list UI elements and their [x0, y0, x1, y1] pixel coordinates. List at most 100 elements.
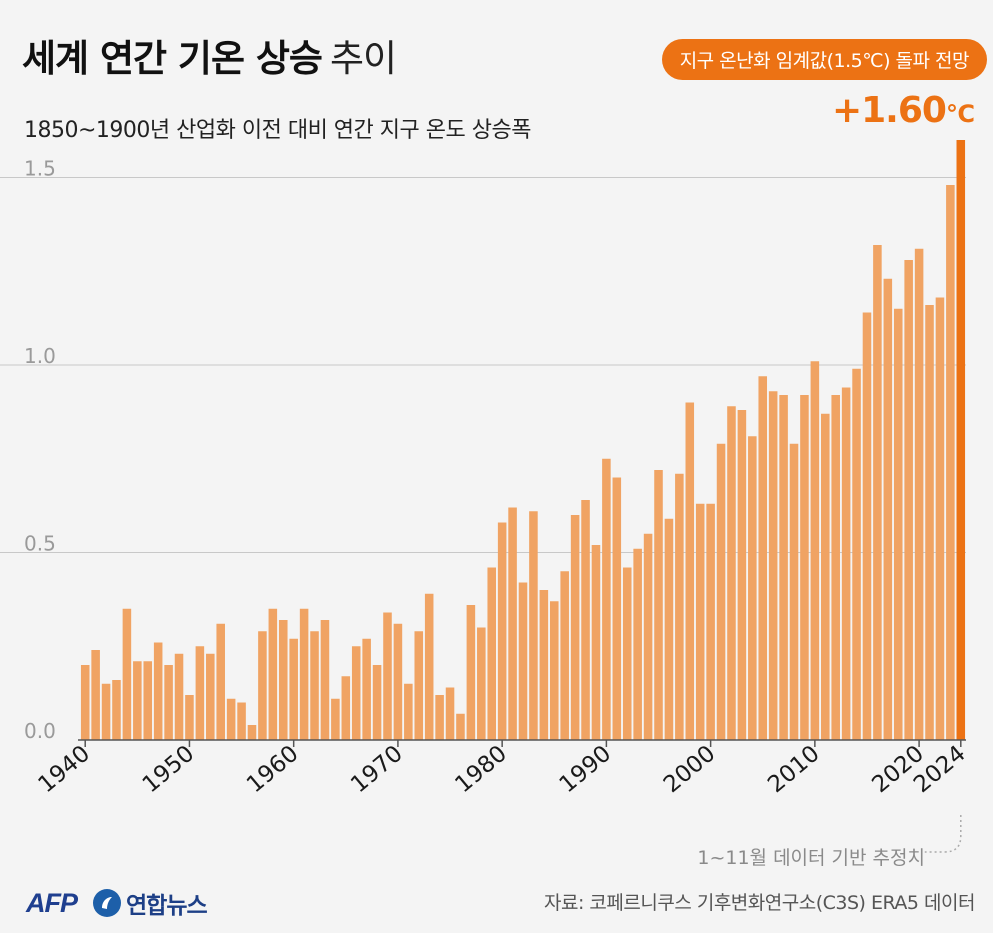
- bar-1977: [466, 605, 476, 740]
- bar-1951: [195, 646, 205, 740]
- bar-2000: [706, 503, 715, 740]
- y-tick-label: 1.0: [24, 344, 56, 368]
- x-tick-label: 1950: [138, 741, 200, 799]
- bar-2006: [768, 391, 778, 740]
- bar-1978: [477, 627, 486, 740]
- bar-1990: [602, 458, 611, 740]
- bar-1957: [258, 631, 267, 740]
- x-tick-label: 2000: [659, 741, 721, 799]
- bar-1963: [320, 620, 330, 740]
- bar-1983: [529, 511, 538, 740]
- bar-1970: [393, 623, 403, 740]
- bar-1962: [310, 631, 319, 740]
- bar-chart: 0.0 0.5 1.0 1.5 1940 1950 1960 1970 1980 1990 2000…: [0, 140, 971, 853]
- bar-1954: [226, 698, 236, 740]
- bar-2007: [779, 395, 788, 740]
- footer-logos: AFP 연합뉴스: [26, 886, 208, 920]
- bar-1940: [80, 665, 90, 740]
- bar-1997: [675, 473, 684, 740]
- bar-1950: [185, 695, 194, 740]
- bar-2015: [862, 312, 872, 740]
- bar-1976: [456, 713, 465, 740]
- bar-1987: [570, 515, 580, 740]
- bar-2001: [716, 443, 726, 740]
- bar-1995: [654, 470, 663, 740]
- bar-1941: [91, 650, 100, 740]
- bar-2010: [810, 361, 820, 740]
- x-tick-label: 2010: [763, 741, 825, 799]
- bar-1994: [643, 533, 653, 740]
- bar-1949: [174, 653, 184, 740]
- bar-1993: [633, 548, 642, 740]
- bar-1980: [497, 522, 507, 740]
- y-tick-label: 0.0: [24, 719, 56, 743]
- bar-2014: [852, 368, 861, 740]
- bar-1992: [622, 567, 632, 740]
- yonhap-logo: 연합뉴스: [93, 886, 208, 920]
- bar-1971: [404, 683, 413, 740]
- bar-1946: [143, 661, 153, 740]
- bar-2008: [789, 443, 799, 740]
- bar-2011: [821, 413, 830, 740]
- bar-1945: [133, 661, 142, 740]
- bar-1996: [664, 518, 674, 740]
- x-tick-label: 1990: [555, 741, 617, 799]
- bar-2022: [935, 297, 945, 740]
- bar-1967: [362, 638, 371, 740]
- yonhap-logo-text: 연합뉴스: [126, 893, 208, 919]
- bar-1944: [122, 608, 132, 740]
- threshold-badge: 지구 온난화 임계값(1.5℃) 돌파 전망: [661, 39, 987, 80]
- bar-1999: [695, 503, 705, 740]
- bar-1991: [612, 477, 622, 740]
- y-tick-label: 1.5: [24, 157, 56, 181]
- bar-1988: [581, 500, 590, 740]
- bar-2002: [727, 406, 736, 740]
- bar-1989: [591, 545, 601, 740]
- y-tick-label: 0.5: [24, 532, 56, 556]
- bar-1984: [539, 590, 549, 740]
- bar-2019: [904, 260, 913, 740]
- yonhap-logo-icon: [93, 889, 121, 917]
- bar-2013: [841, 387, 851, 740]
- bar-2016: [873, 245, 882, 740]
- bar-2012: [831, 395, 840, 740]
- highlight-number: +1.60: [831, 90, 947, 131]
- estimate-note: 1~11월 데이터 기반 추정치: [697, 847, 925, 869]
- bar-1956: [247, 725, 257, 740]
- bar-2023: [946, 185, 955, 740]
- bar-1975: [445, 687, 455, 740]
- bar-1952: [206, 653, 215, 740]
- bar-1966: [351, 646, 361, 740]
- bar-1986: [560, 571, 569, 740]
- bar-1953: [216, 623, 225, 740]
- bar-1969: [383, 612, 392, 740]
- data-source: 자료: 코페르니쿠스 기후변화연구소(C3S) ERA5 데이터: [544, 892, 975, 914]
- bar-1982: [518, 582, 528, 740]
- title-main: 세계 연간 기온 상승: [22, 37, 323, 80]
- bar-1943: [112, 680, 121, 740]
- bar-1955: [237, 702, 246, 740]
- bar-1947: [153, 642, 163, 740]
- bar-2020: [914, 248, 924, 740]
- afp-logo: AFP: [26, 887, 78, 918]
- x-tick-label: 1960: [242, 741, 304, 799]
- note-leader-line: [924, 815, 962, 853]
- x-tick-label: 1970: [346, 741, 408, 799]
- highlight-unit: ℃: [945, 100, 975, 128]
- bar-1972: [414, 631, 424, 740]
- bar-1979: [487, 567, 497, 740]
- bar-1961: [299, 608, 309, 740]
- bar-2009: [800, 395, 809, 740]
- bar-1981: [508, 507, 517, 740]
- bar-1960: [289, 638, 298, 740]
- x-tick-label: 1980: [450, 741, 512, 799]
- bar-2024: [956, 140, 966, 740]
- bar-2018: [893, 308, 903, 740]
- bar-2003: [737, 410, 747, 740]
- title-suffix: 추이: [329, 37, 397, 80]
- bar-1985: [549, 601, 559, 740]
- page-subtitle: 1850~1900년 산업화 이전 대비 연간 지구 온도 상승폭: [24, 118, 531, 143]
- bar-1959: [278, 620, 288, 740]
- bar-1968: [372, 665, 382, 740]
